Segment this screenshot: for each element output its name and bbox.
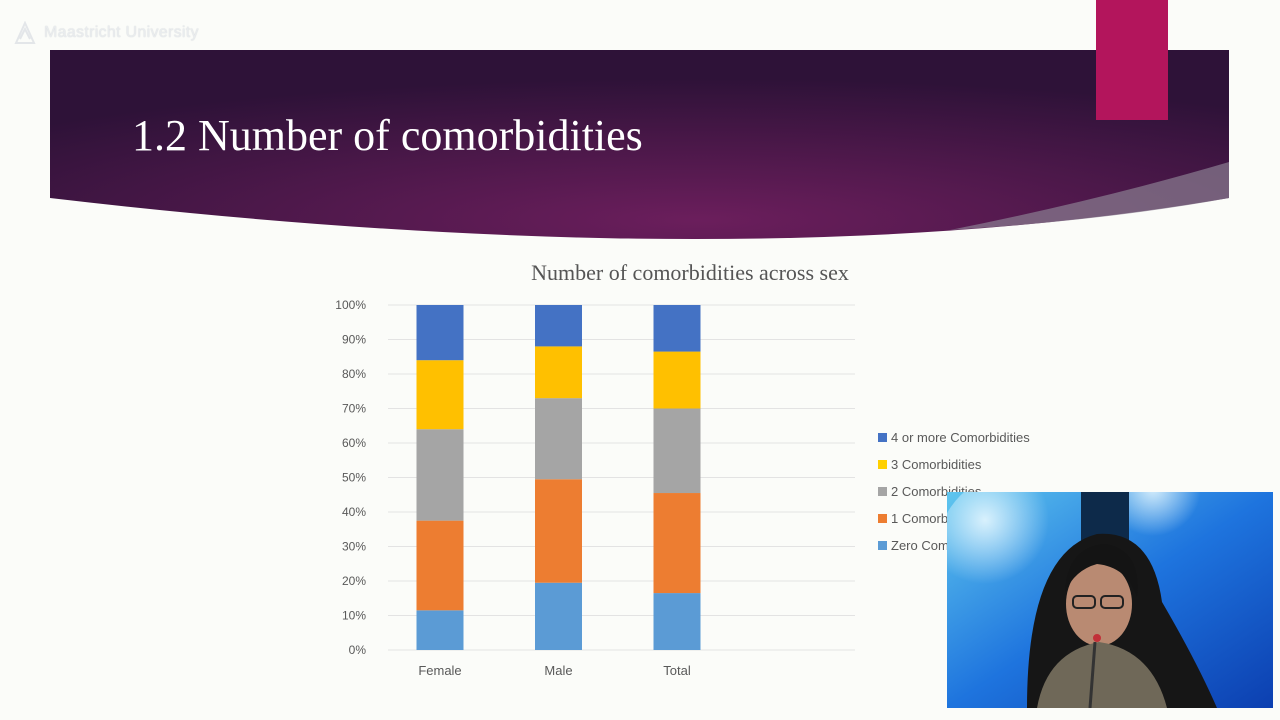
bar-segment — [535, 582, 582, 650]
bar-segment — [416, 360, 464, 430]
bar-segment — [535, 305, 582, 347]
chart-title: Number of comorbidities across sex — [531, 260, 849, 285]
university-logo-icon — [14, 21, 36, 44]
y-tick-label: 50% — [342, 471, 366, 485]
bar-segment — [653, 305, 701, 352]
bar-segment — [653, 408, 701, 494]
watermark-text: Maastricht University — [44, 24, 199, 41]
legend-swatch — [878, 460, 887, 469]
bar-segment — [535, 346, 582, 399]
presenter-video-icon — [947, 492, 1273, 708]
y-tick-label: 60% — [342, 436, 366, 450]
legend-swatch — [878, 514, 887, 523]
accent-tab — [1096, 0, 1168, 120]
watermark: Maastricht University — [14, 20, 199, 46]
x-tick-label: Total — [663, 663, 691, 678]
bar-segment — [535, 479, 582, 583]
legend-item-4-or-more: 4 or more Comorbidities — [878, 424, 1030, 451]
y-tick-label: 30% — [342, 540, 366, 554]
stacked-bar-chart: 0% 10% 20% 30% 40% 50% 60% 70% 80% 90% 100% Female M… — [335, 298, 855, 678]
presenter-webcam — [947, 492, 1273, 708]
y-tick-label: 20% — [342, 574, 366, 588]
legend-swatch — [878, 541, 887, 550]
legend-item-3: 3 Comorbidities — [878, 451, 1030, 478]
bar-segment — [535, 398, 582, 480]
legend-label: 4 or more Comorbidities — [891, 430, 1030, 445]
y-tick-label: 100% — [335, 298, 366, 312]
bar-segment — [653, 493, 701, 594]
legend-swatch — [878, 433, 887, 442]
bar-segment — [653, 593, 701, 650]
y-tick-label: 0% — [349, 643, 367, 657]
x-tick-label: Male — [544, 663, 572, 678]
y-tick-label: 70% — [342, 402, 366, 416]
legend-label: 3 Comorbidities — [891, 457, 982, 472]
bar-segment — [416, 305, 464, 361]
title-banner — [50, 50, 1229, 239]
slide-title: 1.2 Number of comorbidities — [132, 111, 643, 160]
bar-segment — [416, 429, 464, 521]
y-tick-label: 80% — [342, 367, 366, 381]
y-tick-label: 40% — [342, 505, 366, 519]
bar-segment — [653, 351, 701, 409]
y-tick-label: 10% — [342, 609, 366, 623]
x-tick-label: Female — [418, 663, 461, 678]
legend-swatch — [878, 487, 887, 496]
bar-segment — [416, 610, 464, 650]
bar-segment — [416, 520, 464, 611]
y-tick-label: 90% — [342, 333, 366, 347]
